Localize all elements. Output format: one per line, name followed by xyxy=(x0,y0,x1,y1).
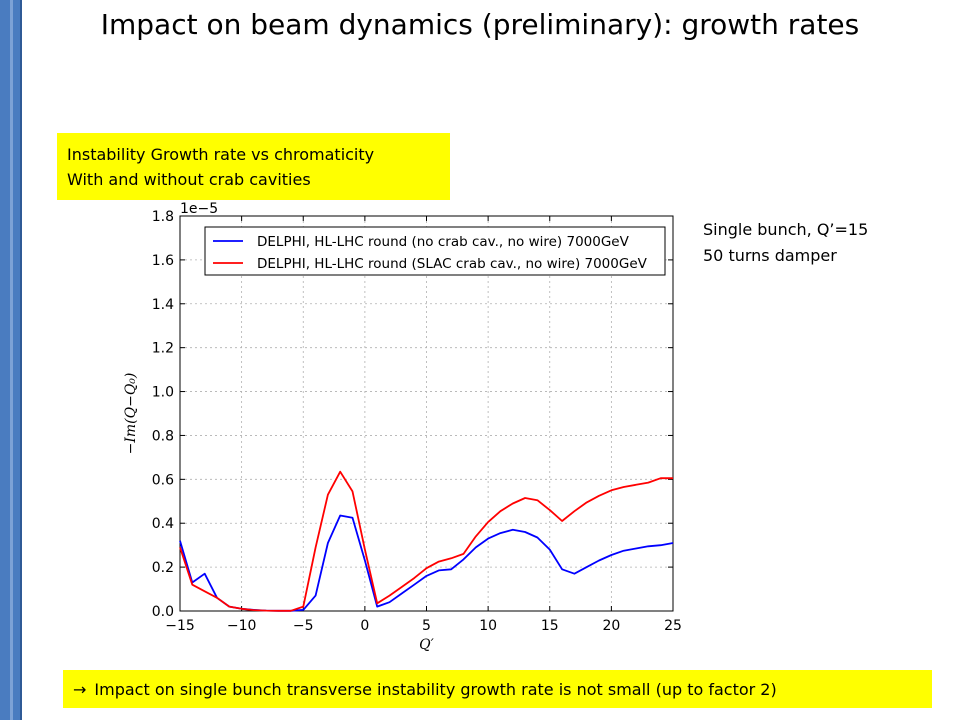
right-arrow-icon: → xyxy=(73,679,87,699)
series-line-2 xyxy=(179,470,673,612)
y-tick-label: 1.4 xyxy=(152,297,174,313)
x-tick-label: 0 xyxy=(360,618,369,634)
x-tick-label: 10 xyxy=(479,618,497,634)
legend-entry-2: DELPHI, HL-LHC round (SLAC crab cav., no… xyxy=(257,256,648,272)
y-tick-label: 0.4 xyxy=(152,516,174,532)
y-scale-label: 1e−5 xyxy=(180,201,218,217)
slide-sidebar-stripe xyxy=(10,0,13,720)
side-note-line-1: Single bunch, Q’=15 xyxy=(703,220,869,239)
x-tick-label: 15 xyxy=(541,618,559,634)
chart-callout: Instability Growth rate vs chromaticity … xyxy=(57,133,450,200)
series-layer xyxy=(179,470,674,612)
y-tick-label: 0.0 xyxy=(152,604,174,620)
side-note: Single bunch, Q’=15 50 turns damper xyxy=(703,217,868,269)
legend-box xyxy=(204,226,666,276)
x-tick-label: −15 xyxy=(165,618,195,634)
legend-entry-1: DELPHI, HL-LHC round (no crab cav., no w… xyxy=(257,234,630,250)
y-tick-label: 1.8 xyxy=(152,209,174,225)
x-tick-label: 5 xyxy=(422,618,431,634)
axis-ticks: −15 −10 −5 0 5 10 15 20 25 0.0 0.2 0.4 0.6 0.8 1.0 1.2 1… xyxy=(152,209,682,634)
x-axis-label: Q′ xyxy=(419,637,434,653)
conclusion-callout: → Impact on single bunch transverse inst… xyxy=(63,670,932,708)
conclusion-text: Impact on single bunch transverse instab… xyxy=(94,679,777,699)
slide-title: Impact on beam dynamics (preliminary): g… xyxy=(100,8,860,41)
x-tick-label: 20 xyxy=(602,618,620,634)
legend: DELPHI, HL-LHC round (no crab cav., no w… xyxy=(204,226,666,276)
y-tick-label: 0.8 xyxy=(152,428,174,444)
y-tick-label: 1.0 xyxy=(152,385,174,401)
callout-line-2: With and without crab cavities xyxy=(67,170,311,189)
x-tick-label: 25 xyxy=(664,618,682,634)
y-tick-label: 1.6 xyxy=(152,253,174,269)
y-tick-label: 1.2 xyxy=(152,341,174,357)
x-tick-label: −10 xyxy=(227,618,257,634)
y-axis-label: −Im(Q−Q₀) xyxy=(123,373,139,455)
x-tick-label: −5 xyxy=(293,618,314,634)
slide-sidebar xyxy=(0,0,22,720)
side-note-line-2: 50 turns damper xyxy=(703,246,837,265)
y-tick-label: 0.2 xyxy=(152,560,174,576)
callout-line-1: Instability Growth rate vs chromaticity xyxy=(67,145,375,164)
y-tick-label: 0.6 xyxy=(152,472,174,488)
